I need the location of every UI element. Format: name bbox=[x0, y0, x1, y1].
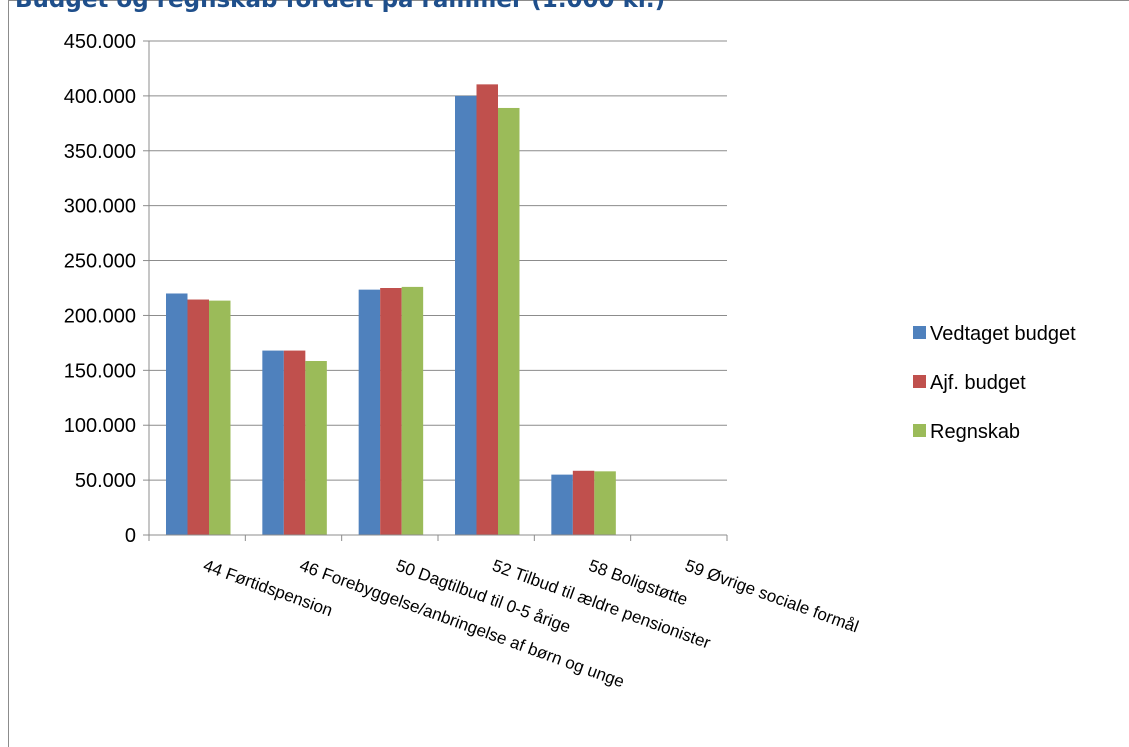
legend: Vedtaget budget Ajf. budget Regnskab bbox=[913, 323, 1076, 443]
gridlines bbox=[149, 40, 727, 481]
y-tick-label: 250.000 bbox=[64, 251, 136, 273]
bar bbox=[358, 289, 381, 535]
bar bbox=[498, 107, 520, 535]
bar bbox=[594, 471, 616, 535]
bar bbox=[380, 288, 402, 535]
y-axis-ticks: 0 50.000 100.000 150.000 200.000 250.000 300.0… bbox=[64, 31, 149, 547]
legend-swatch bbox=[913, 326, 926, 339]
y-tick-label: 150.000 bbox=[64, 360, 136, 382]
x-tick-label: 59 Øvrige sociale formål bbox=[682, 556, 861, 637]
y-tick-label: 200.000 bbox=[64, 305, 136, 327]
y-tick-label: 350.000 bbox=[64, 141, 136, 163]
bar bbox=[305, 361, 327, 535]
y-tick-label: 100.000 bbox=[64, 415, 136, 437]
bar bbox=[187, 299, 209, 535]
y-tick-label: 450.000 bbox=[64, 31, 136, 53]
chart-frame: Budget og regnskab fordelt på rammer (1.… bbox=[8, 0, 1129, 747]
bar bbox=[166, 293, 188, 535]
legend-label: Regnskab bbox=[930, 421, 1020, 443]
bar bbox=[551, 474, 573, 535]
bar bbox=[209, 300, 231, 535]
y-tick-label: 300.000 bbox=[64, 196, 136, 218]
bar bbox=[283, 350, 306, 535]
bar bbox=[262, 350, 284, 535]
legend-label: Ajf. budget bbox=[930, 372, 1026, 394]
bar bbox=[476, 84, 498, 536]
bar bbox=[455, 95, 477, 535]
bars bbox=[166, 84, 616, 536]
bar bbox=[401, 286, 424, 535]
bar bbox=[572, 470, 595, 535]
y-tick-label: 400.000 bbox=[64, 86, 136, 108]
legend-swatch bbox=[913, 375, 926, 388]
chart-title: Budget og regnskab fordelt på rammer (1.… bbox=[15, 0, 666, 13]
x-tick-label: 46 Forebyggelse/anbringelse af børn og u… bbox=[297, 556, 627, 692]
legend-label: Vedtaget budget bbox=[930, 323, 1076, 345]
legend-swatch bbox=[913, 424, 926, 437]
y-tick-label: 50.000 bbox=[75, 470, 136, 492]
axes bbox=[148, 41, 728, 541]
y-tick-label: 0 bbox=[125, 525, 136, 547]
